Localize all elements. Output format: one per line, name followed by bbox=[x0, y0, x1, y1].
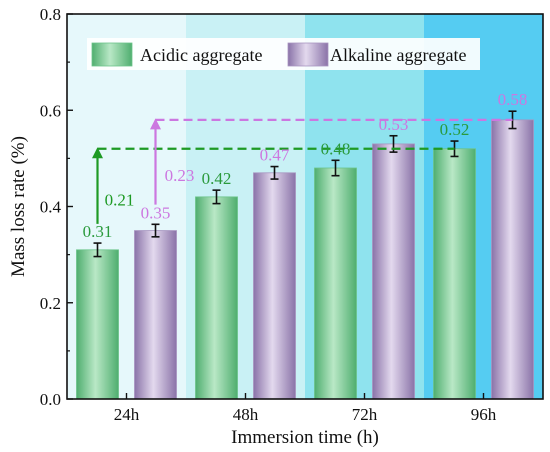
y-axis-title: Mass loss rate (%) bbox=[8, 136, 29, 277]
bar-alkaline-aggregate-96h bbox=[491, 119, 534, 400]
annotations: 0.21 0.23 bbox=[92, 118, 513, 224]
bars bbox=[76, 110, 534, 400]
bar-acidic-aggregate-72h bbox=[314, 167, 357, 400]
data-label-acidic-aggregate-48h: 0.42 bbox=[202, 169, 232, 188]
data-labels: 0.31 0.42 0.48 0.52 0.35 0.47 0.53 0.58 bbox=[83, 90, 528, 241]
bar-acidic-aggregate-24h bbox=[76, 249, 119, 400]
data-label-alkaline-aggregate-72h: 0.53 bbox=[379, 115, 409, 134]
error-bar-acidic-aggregate-24h bbox=[93, 242, 102, 258]
x-tick-label-96h: 96h bbox=[471, 405, 497, 424]
legend-label-alkaline-aggregate: Alkaline aggregate bbox=[330, 45, 466, 65]
data-label-alkaline-aggregate-24h: 0.35 bbox=[141, 203, 171, 222]
x-tick-label-72h: 72h bbox=[352, 405, 378, 424]
x-axis-title: Immersion time (h) bbox=[231, 427, 379, 448]
data-label-acidic-aggregate-72h: 0.48 bbox=[321, 139, 351, 158]
legend-swatch-alkaline-aggregate bbox=[287, 42, 329, 67]
data-label-alkaline-aggregate-48h: 0.47 bbox=[260, 146, 290, 165]
x-tick-label-48h: 48h bbox=[233, 405, 259, 424]
legend: Acidic aggregate Alkaline aggregate bbox=[87, 38, 480, 70]
bar-acidic-aggregate-48h bbox=[195, 196, 238, 400]
error-bar-alkaline-aggregate-24h bbox=[151, 223, 160, 238]
legend-box bbox=[87, 38, 480, 70]
increase-label-acidic-aggregate: 0.21 bbox=[105, 190, 135, 209]
axes: 0.0 0.2 0.4 0.6 0.8 24h 48h 72h 96h Immersion tim… bbox=[8, 5, 544, 448]
error-bar-acidic-aggregate-72h bbox=[331, 159, 340, 177]
x-tick-label-24h: 24h bbox=[114, 405, 140, 424]
bar-alkaline-aggregate-48h bbox=[253, 172, 296, 400]
increase-label-alkaline-aggregate: 0.23 bbox=[165, 166, 195, 185]
legend-label-acidic-aggregate: Acidic aggregate bbox=[140, 45, 262, 65]
y-tick-label-2: 0.4 bbox=[40, 198, 62, 217]
y-tick-label-1: 0.2 bbox=[40, 294, 61, 313]
bar-alkaline-aggregate-72h bbox=[372, 143, 415, 400]
y-tick-label-4: 0.8 bbox=[40, 5, 61, 24]
data-label-alkaline-aggregate-96h: 0.58 bbox=[498, 90, 528, 109]
error-bar-acidic-aggregate-48h bbox=[212, 189, 221, 205]
bar-acidic-aggregate-96h bbox=[433, 148, 476, 400]
data-label-acidic-aggregate-96h: 0.52 bbox=[440, 120, 470, 139]
bar-alkaline-aggregate-24h bbox=[134, 230, 177, 400]
error-bar-alkaline-aggregate-48h bbox=[270, 165, 279, 180]
y-tick-label-0: 0.0 bbox=[40, 390, 61, 409]
data-label-acidic-aggregate-24h: 0.31 bbox=[83, 222, 113, 241]
legend-swatch-acidic-aggregate bbox=[91, 42, 133, 67]
y-tick-label-3: 0.6 bbox=[40, 101, 61, 120]
